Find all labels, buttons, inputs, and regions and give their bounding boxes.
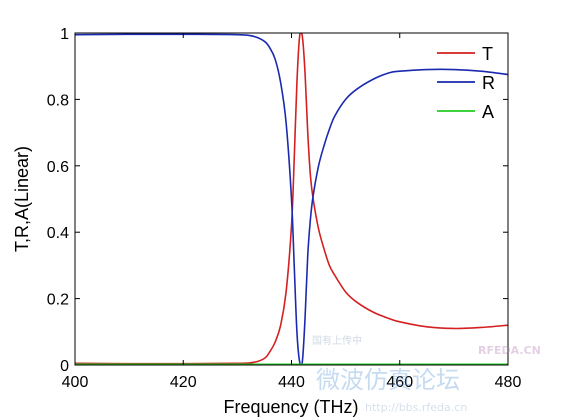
x-tick-label: 480 — [495, 374, 522, 391]
y-tick-label: 0.2 — [47, 292, 69, 309]
legend-label-R: R — [482, 73, 495, 93]
y-tick-label: 1 — [60, 26, 69, 43]
y-tick-label: 0.6 — [47, 159, 69, 176]
y-tick-label: 0.8 — [47, 92, 69, 109]
series-line-T — [75, 33, 508, 365]
legend: TRA — [437, 44, 495, 122]
y-tick-label: 0 — [60, 358, 69, 375]
watermark-site: 微波仿真论坛 — [316, 366, 460, 394]
watermark-brand: RFEDA.CN — [478, 344, 541, 357]
y-axis-label: T,R,A(Linear) — [12, 146, 32, 252]
watermark: 国有上传中 RFEDA.CN 微波仿真论坛 http://bbs.rfeda.c… — [312, 334, 541, 414]
watermark-url: http://bbs.rfeda.cn — [365, 401, 467, 414]
legend-label-T: T — [482, 44, 493, 64]
series-line-R — [75, 33, 508, 365]
x-axis-label: Frequency (THz) — [223, 397, 358, 417]
x-tick-label: 460 — [386, 374, 413, 391]
x-tick-label: 400 — [62, 374, 89, 391]
ticks-layer: 400 420 440 460 480 0 0.2 0.4 0.6 0.8 1 — [47, 26, 522, 391]
y-tick-label: 0.4 — [47, 225, 69, 242]
legend-label-A: A — [482, 102, 494, 122]
x-tick-label: 440 — [278, 374, 305, 391]
watermark-sub: 国有上传中 — [312, 334, 362, 347]
x-tick-label: 420 — [170, 374, 197, 391]
